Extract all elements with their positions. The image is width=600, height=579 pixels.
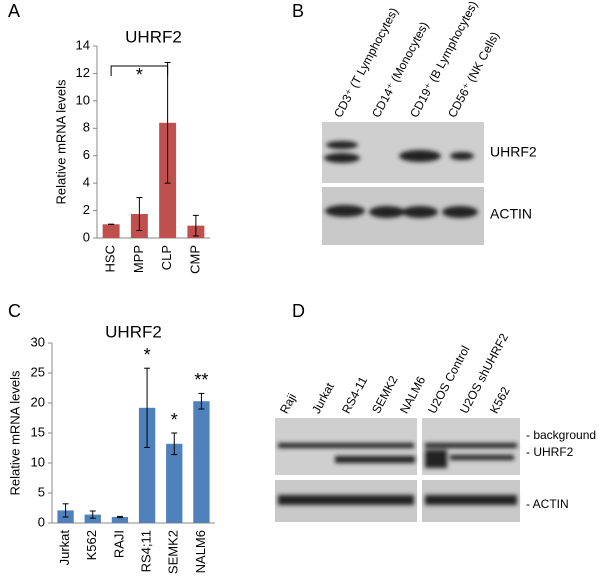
panel-label: C [8, 301, 21, 321]
lane-label: CD19⁺ (B Lymphocytes) [407, 0, 480, 120]
bar [111, 517, 129, 523]
annotation: * [171, 410, 178, 430]
y-tick-label: 10 [31, 454, 45, 469]
lane-label: Jurkat [309, 380, 337, 416]
chart-title: UHRF2 [105, 322, 162, 341]
panel-label: A [8, 1, 20, 21]
y-tick-label: 8 [83, 120, 90, 135]
x-tick-label: HSC [103, 245, 118, 272]
y-tick-label: 0 [83, 229, 90, 244]
y-tick-label: 6 [83, 147, 90, 162]
x-tick-label: RAJI [111, 530, 126, 558]
band-label: - UHRF2 [526, 445, 574, 459]
x-tick-label: RS4;11 [139, 530, 154, 572]
y-axis-label: Relative mRNA levels [53, 79, 68, 204]
lane-label: RS4-11 [339, 374, 370, 416]
bar [102, 224, 120, 238]
y-tick-label: 4 [83, 175, 90, 190]
y-tick-label: 15 [31, 424, 45, 439]
bar [166, 443, 183, 523]
x-tick-label: NALM6 [193, 530, 208, 573]
band-label: UHRF2 [490, 144, 537, 160]
panel-label: D [292, 301, 305, 321]
blot-b [322, 122, 484, 245]
annotation: ** [194, 370, 208, 390]
chart-title: UHRF2 [125, 27, 182, 46]
y-tick-label: 14 [76, 37, 90, 52]
panel-label: B [292, 1, 304, 21]
y-tick-label: 12 [76, 65, 90, 80]
y-tick-label: 25 [31, 364, 45, 379]
bar [84, 514, 101, 523]
x-tick-label: MPP [131, 245, 146, 273]
y-tick-label: 5 [38, 484, 45, 499]
significance-bracket [110, 65, 169, 76]
x-tick-label: Jurkat [57, 530, 72, 566]
x-tick-label: CLP [159, 245, 174, 270]
lane-label: NALM6 [397, 374, 428, 416]
y-axis-label: Relative mRNA levels [7, 370, 22, 495]
blot-d [275, 418, 520, 522]
band-label: - background [526, 428, 596, 442]
annotation: * [144, 345, 151, 365]
x-tick-label: K562 [84, 530, 99, 560]
bar [138, 407, 156, 523]
x-tick-label: SEMK2 [166, 530, 181, 574]
band-label: - ACTIN [526, 497, 569, 511]
y-tick-label: 30 [31, 334, 45, 349]
y-tick-label: 20 [31, 394, 45, 409]
band-label: ACTIN [490, 206, 532, 222]
annotation: * [136, 65, 143, 85]
lane-label: K562 [487, 384, 513, 416]
y-tick-label: 0 [38, 514, 45, 529]
lane-label: Raji [277, 391, 299, 416]
x-tick-label: CMP [187, 245, 202, 274]
y-tick-label: 10 [76, 92, 90, 107]
bar [193, 401, 210, 523]
y-tick-label: 2 [83, 202, 90, 217]
